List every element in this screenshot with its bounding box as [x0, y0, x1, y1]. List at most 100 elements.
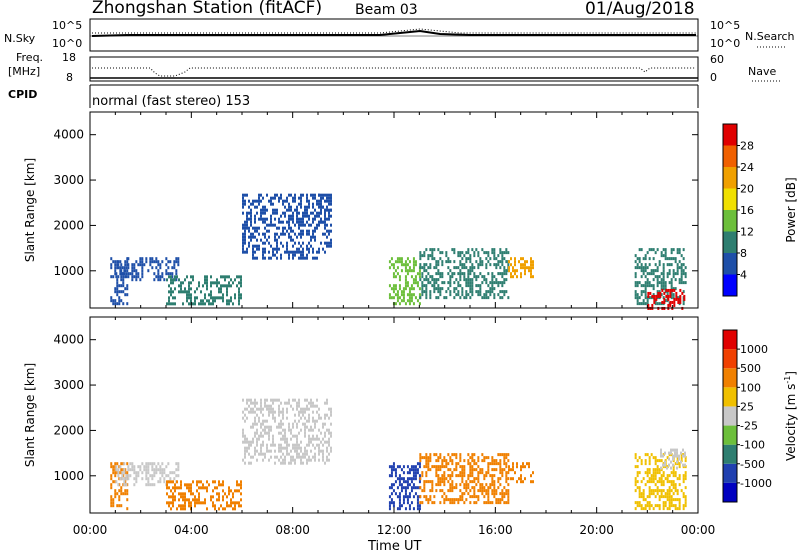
data-cell: [161, 468, 164, 472]
data-cell: [268, 437, 270, 441]
data-cell: [262, 220, 264, 224]
data-cell: [485, 492, 488, 496]
data-cell: [676, 251, 679, 255]
data-cell: [390, 474, 393, 478]
data-cell: [167, 266, 170, 270]
data-cell: [220, 284, 222, 288]
data-cell: [443, 501, 446, 505]
data-cell: [260, 410, 262, 414]
data-cell: [520, 257, 522, 261]
nave-line: [92, 67, 696, 77]
data-cell: [304, 398, 306, 402]
data-cell: [471, 248, 474, 252]
data-cell: [157, 269, 160, 273]
data-cell: [234, 504, 236, 508]
data-cell: [396, 495, 399, 499]
data-cell: [114, 263, 117, 267]
data-cell: [439, 293, 442, 297]
data-cell: [459, 260, 462, 264]
data-cell: [661, 300, 664, 304]
nsearch-tick-top: 10^5: [710, 19, 741, 32]
data-cell: [467, 483, 470, 487]
data-cell: [318, 446, 320, 450]
data-cell: [276, 244, 278, 248]
data-cell: [151, 468, 154, 472]
data-cell: [246, 223, 248, 227]
data-cell: [264, 232, 266, 236]
data-cell: [532, 471, 534, 475]
data-cell: [292, 422, 294, 426]
data-cell: [252, 199, 254, 203]
data-cell: [651, 294, 654, 298]
data-cell: [431, 465, 434, 469]
data-cell: [328, 232, 330, 236]
data-cell: [246, 250, 248, 254]
data-cell: [284, 437, 286, 441]
data-cell: [402, 471, 405, 475]
data-cell: [402, 477, 405, 481]
data-cell: [414, 465, 417, 469]
data-cell: [200, 501, 202, 505]
data-cell: [302, 253, 304, 257]
data-cell: [642, 302, 645, 306]
data-cell: [161, 272, 164, 276]
data-cell: [133, 269, 136, 273]
data-cell: [524, 266, 526, 270]
data-cell: [648, 468, 651, 472]
data-cell: [400, 477, 403, 481]
data-cell: [679, 300, 682, 304]
data-cell: [408, 302, 411, 306]
data-cell: [298, 404, 300, 408]
data-cell: [656, 284, 659, 288]
data-cell: [435, 468, 438, 472]
data-cell: [658, 480, 661, 484]
data-cell: [238, 287, 240, 291]
data-cell: [282, 220, 284, 224]
data-cell: [421, 287, 424, 291]
data-cell: [682, 281, 685, 285]
data-cell: [296, 455, 298, 459]
data-cell: [173, 260, 176, 264]
data-cell: [170, 290, 172, 294]
data-cell: [423, 251, 426, 255]
data-cell: [292, 407, 294, 411]
data-cell: [114, 468, 117, 472]
data-cell: [392, 501, 395, 505]
data-cell: [310, 428, 312, 432]
data-cell: [672, 465, 675, 469]
nsky-line: [91, 29, 696, 37]
data-cell: [172, 296, 174, 300]
data-cell: [447, 257, 450, 261]
data-cell: [390, 498, 393, 502]
data-cell: [306, 211, 308, 215]
data-cell: [514, 272, 516, 276]
data-cell: [461, 492, 464, 496]
data-cell: [398, 507, 401, 511]
data-cell: [493, 293, 496, 297]
data-cell: [493, 263, 496, 267]
data-cell: [654, 474, 657, 478]
data-cell: [256, 256, 258, 260]
data-cell: [252, 410, 254, 414]
data-cell: [141, 266, 144, 270]
data-cell: [226, 495, 228, 499]
data-cell: [190, 501, 192, 505]
data-cell: [660, 492, 663, 496]
data-cell: [447, 489, 450, 493]
data-cell: [256, 449, 258, 453]
data-cell: [310, 401, 312, 405]
data-cell: [495, 468, 498, 472]
data-cell: [642, 495, 645, 499]
data-cell: [300, 455, 302, 459]
data-cell: [280, 220, 282, 224]
data-cell: [268, 410, 270, 414]
data-cell: [304, 428, 306, 432]
data-cell: [646, 453, 649, 457]
data-cell: [657, 291, 660, 295]
data-cell: [660, 466, 662, 470]
data-cell: [210, 290, 212, 294]
data-cell: [328, 458, 330, 462]
data-cell: [256, 244, 258, 248]
data-cell: [425, 287, 428, 291]
data-cell: [684, 456, 687, 460]
